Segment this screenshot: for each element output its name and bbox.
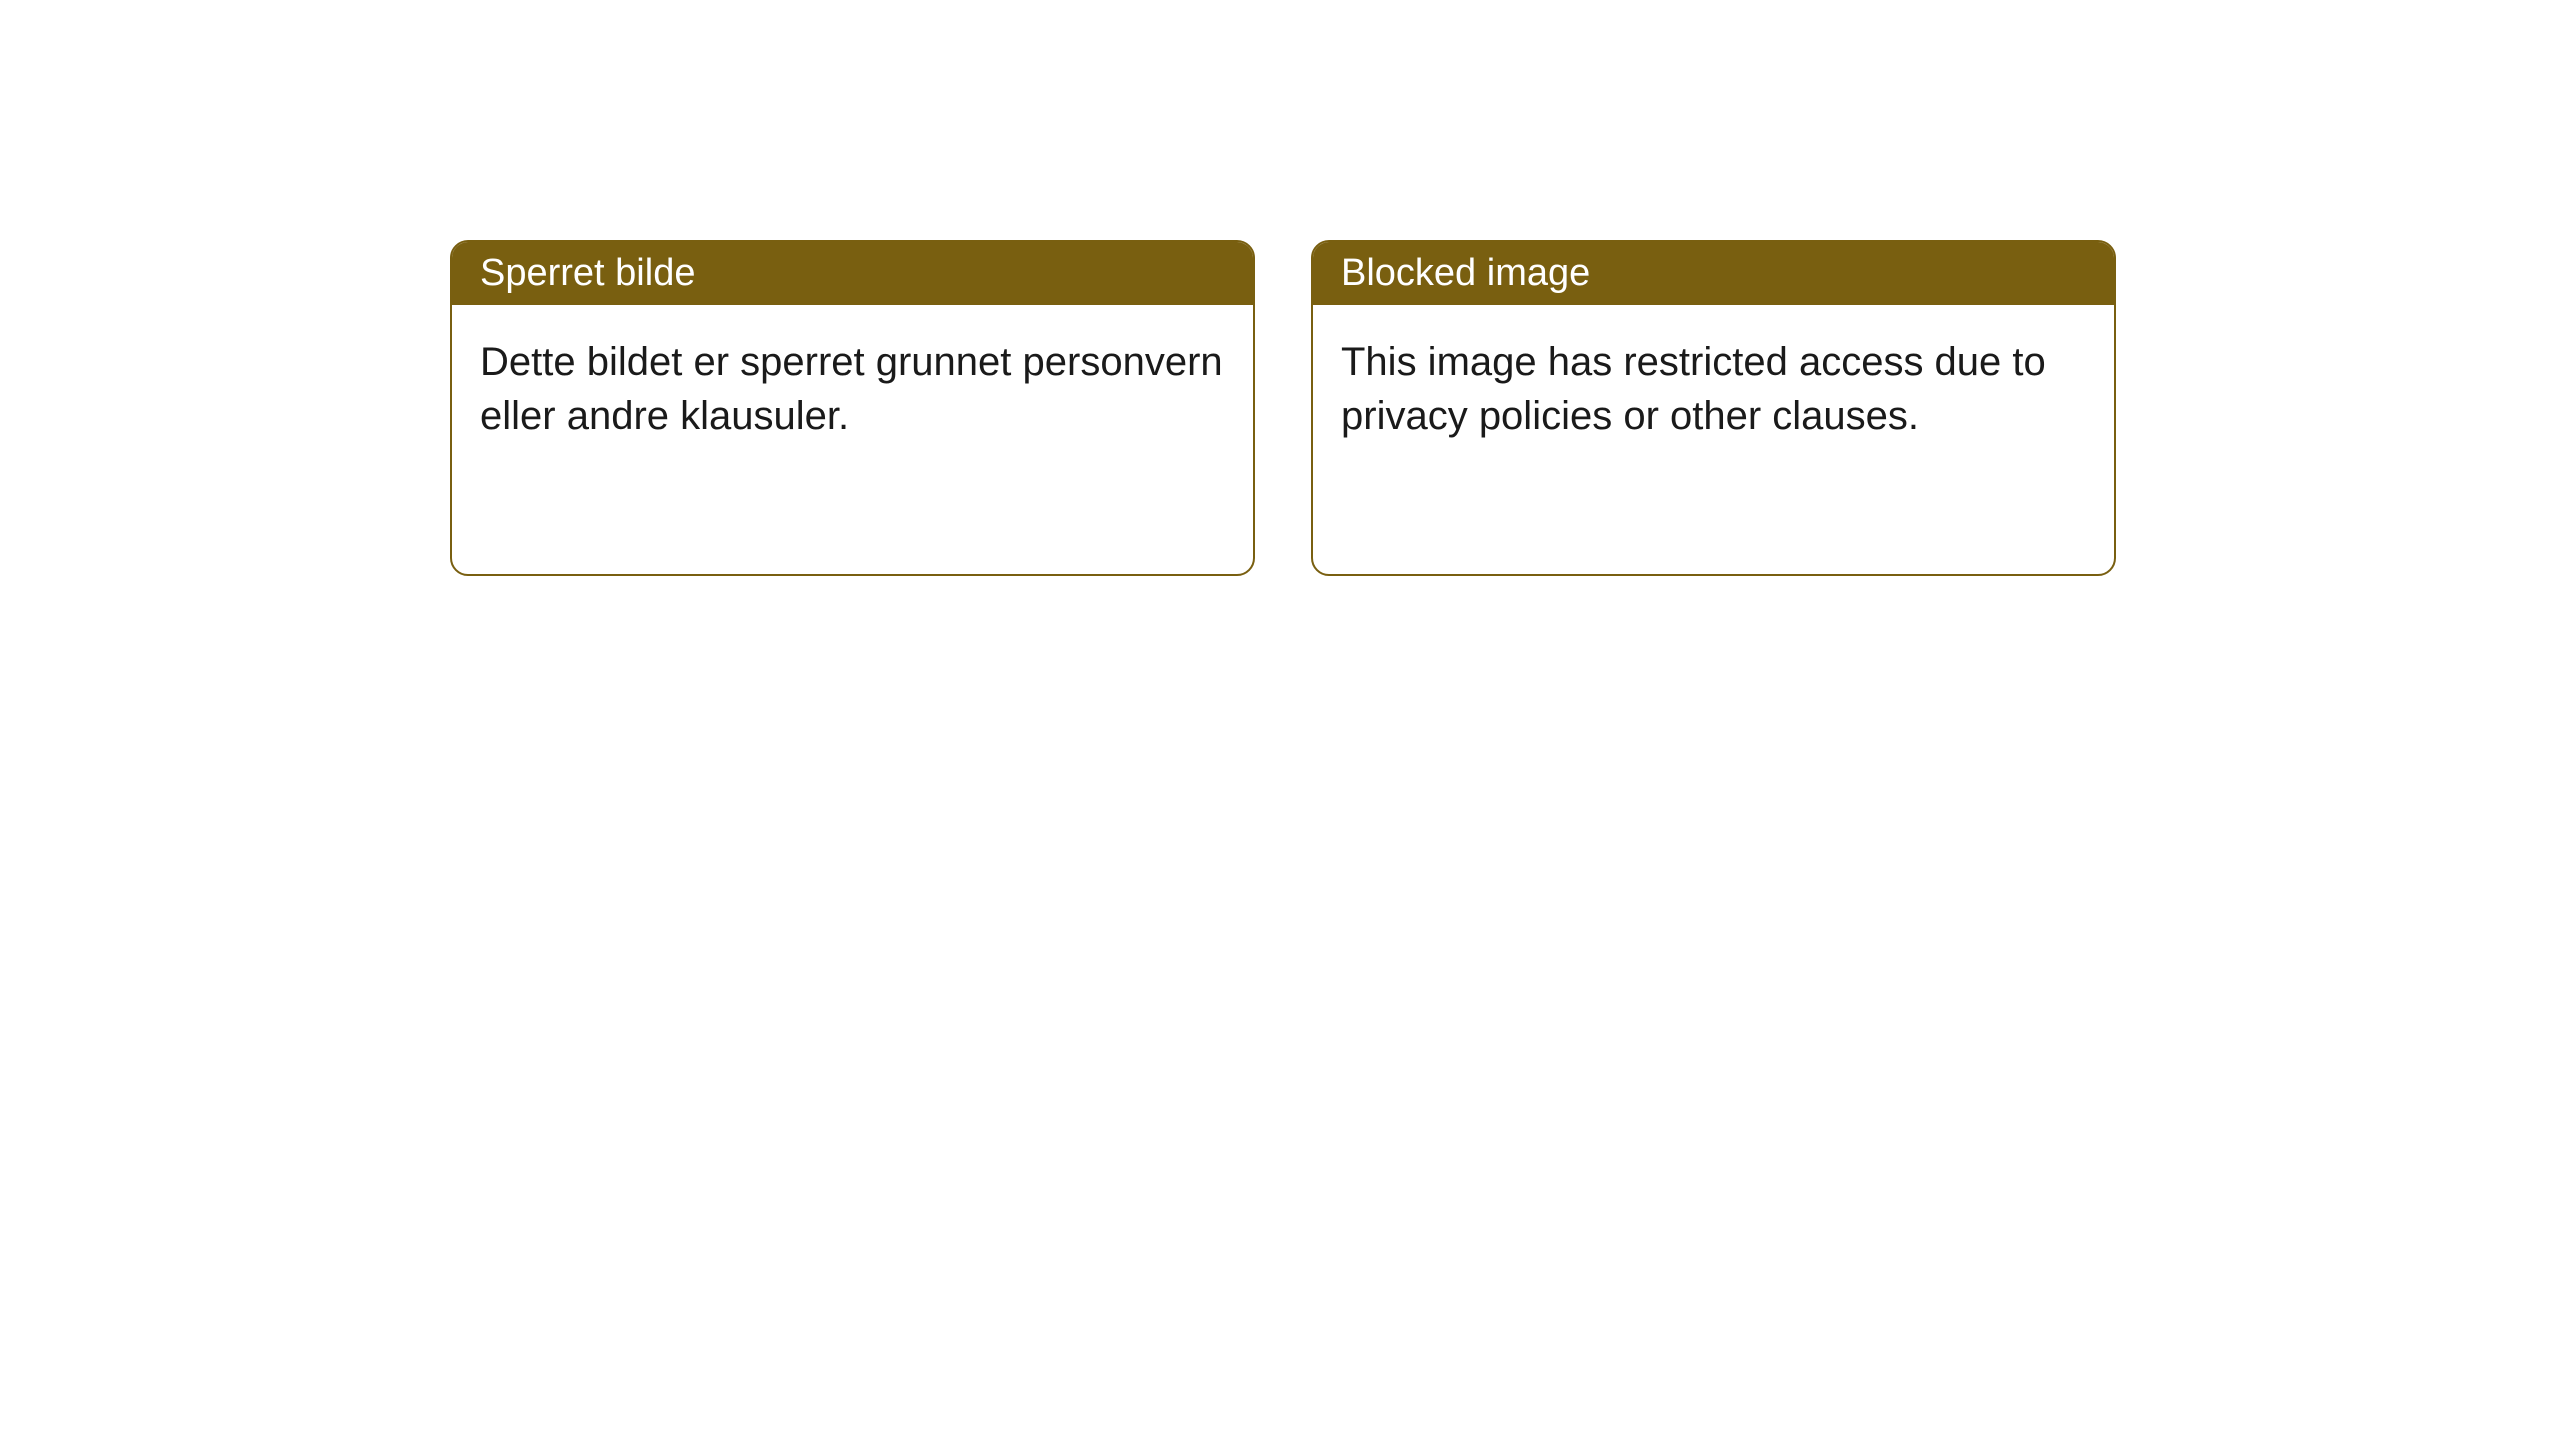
notice-card-english: Blocked image This image has restricted … xyxy=(1311,240,2116,576)
notice-container: Sperret bilde Dette bildet er sperret gr… xyxy=(450,240,2116,576)
notice-header-english: Blocked image xyxy=(1313,242,2114,305)
notice-header-norwegian: Sperret bilde xyxy=(452,242,1253,305)
notice-body-english: This image has restricted access due to … xyxy=(1313,305,2114,473)
notice-body-norwegian: Dette bildet er sperret grunnet personve… xyxy=(452,305,1253,473)
notice-card-norwegian: Sperret bilde Dette bildet er sperret gr… xyxy=(450,240,1255,576)
